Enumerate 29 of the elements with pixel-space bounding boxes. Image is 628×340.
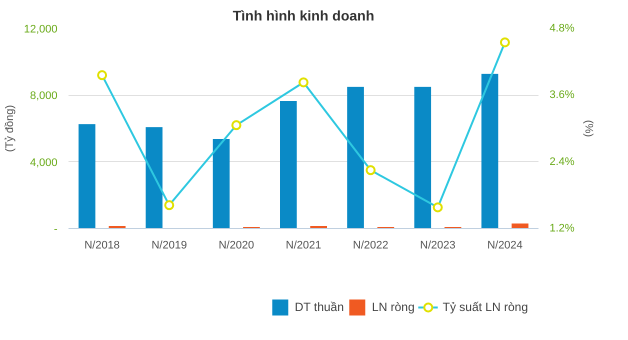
bar [280, 101, 297, 228]
x-tick-label: N/2018 [84, 240, 120, 252]
bar [146, 127, 162, 228]
y2-tick-label: 1.2% [550, 222, 575, 234]
y-tick-label: 12,000 [24, 24, 58, 36]
bar [414, 86, 432, 228]
x-tick-label: N/2021 [286, 240, 322, 252]
y-tick-label: 4,000 [30, 156, 58, 169]
y-tick-label: 8,000 [30, 90, 58, 102]
y-tick-label: - [54, 224, 58, 236]
bar [512, 224, 528, 228]
legend-label: LN ròng [372, 300, 415, 314]
x-tick-label: N/2022 [352, 240, 388, 252]
bar [78, 124, 96, 228]
legend-label: DT thuần [294, 300, 344, 314]
y-axis-title: (Tỷ đồng) [4, 104, 16, 152]
legend-label: Tỷ suất LN ròng [442, 300, 528, 314]
y2-tick-label: 2.4% [550, 156, 575, 168]
bar [212, 139, 230, 228]
chart-title: Tình hình kinh doanh [232, 8, 374, 24]
bar [347, 86, 364, 228]
x-tick-label: N/2023 [420, 240, 456, 252]
y2-tick-label: 4.8% [550, 22, 575, 34]
y2-tick-label: 3.6% [550, 89, 575, 102]
x-tick-label: N/2024 [487, 240, 523, 252]
x-tick-label: N/2020 [218, 240, 254, 252]
bar [481, 74, 498, 228]
x-tick-label: N/2019 [151, 240, 187, 252]
y2-axis-title: (%) [582, 120, 595, 138]
